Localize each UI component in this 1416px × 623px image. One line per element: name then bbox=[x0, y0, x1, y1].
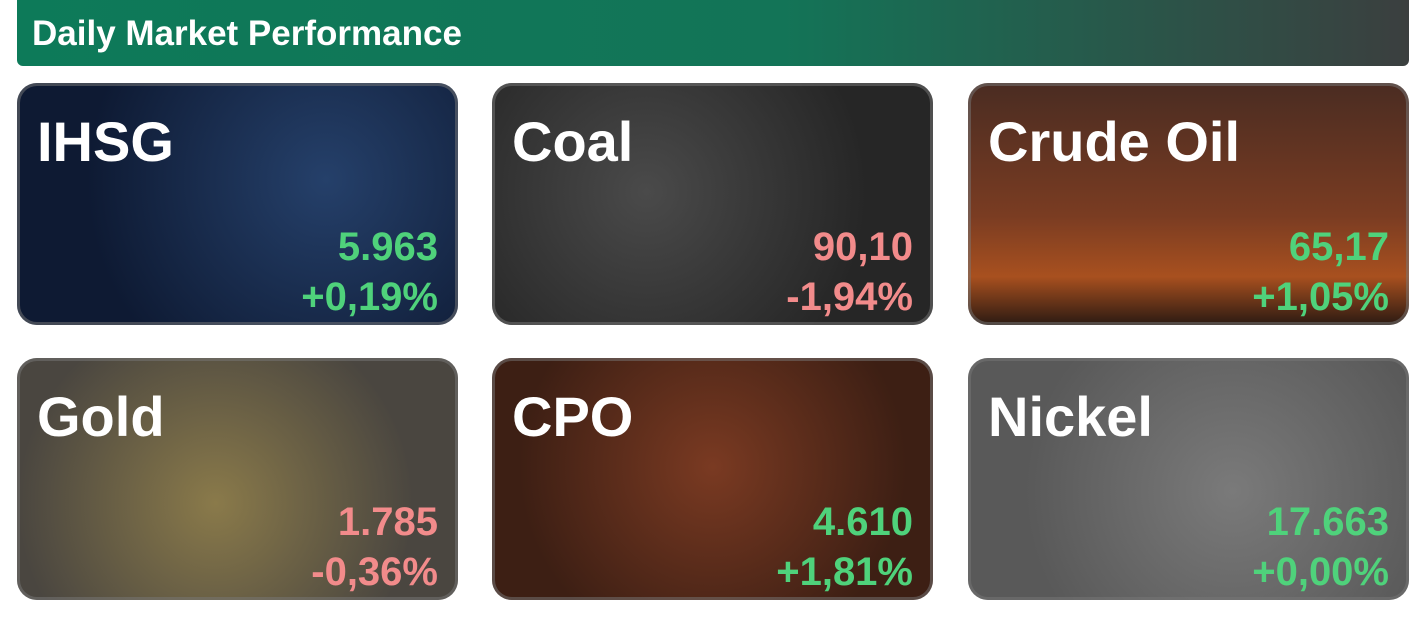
market-card: Crude Oil 65,17 +1,05% bbox=[968, 83, 1409, 325]
market-card: Nickel 17.663 +0,00% bbox=[968, 358, 1409, 600]
market-card: IHSG 5.963 +0,19% bbox=[17, 83, 458, 325]
market-name: Nickel bbox=[988, 385, 1153, 448]
market-name: CPO bbox=[512, 385, 634, 448]
market-name: Gold bbox=[37, 385, 165, 448]
market-change: +0,00% bbox=[1252, 550, 1389, 594]
market-change: +1,81% bbox=[776, 550, 913, 594]
market-name: IHSG bbox=[37, 110, 174, 173]
market-change: -1,94% bbox=[786, 275, 913, 319]
market-name: Crude Oil bbox=[988, 110, 1241, 173]
market-change: +1,05% bbox=[1252, 275, 1389, 319]
market-price: 65,17 bbox=[1288, 225, 1389, 269]
header: Daily Market Performance bbox=[17, 0, 1409, 66]
market-price: 5.963 bbox=[337, 225, 438, 269]
market-card: Gold 1.785 -0,36% bbox=[17, 358, 458, 600]
market-card: Coal 90,10 -1,94% bbox=[492, 83, 933, 325]
header-title: Daily Market Performance bbox=[32, 14, 462, 53]
market-name: Coal bbox=[512, 110, 634, 173]
market-price: 17.663 bbox=[1266, 500, 1389, 544]
market-change: -0,36% bbox=[311, 550, 438, 594]
market-price: 4.610 bbox=[812, 500, 913, 544]
market-change: +0,19% bbox=[301, 275, 438, 319]
market-card: CPO 4.610 +1,81% bbox=[492, 358, 933, 600]
market-price: 90,10 bbox=[812, 225, 913, 269]
market-price: 1.785 bbox=[337, 500, 438, 544]
